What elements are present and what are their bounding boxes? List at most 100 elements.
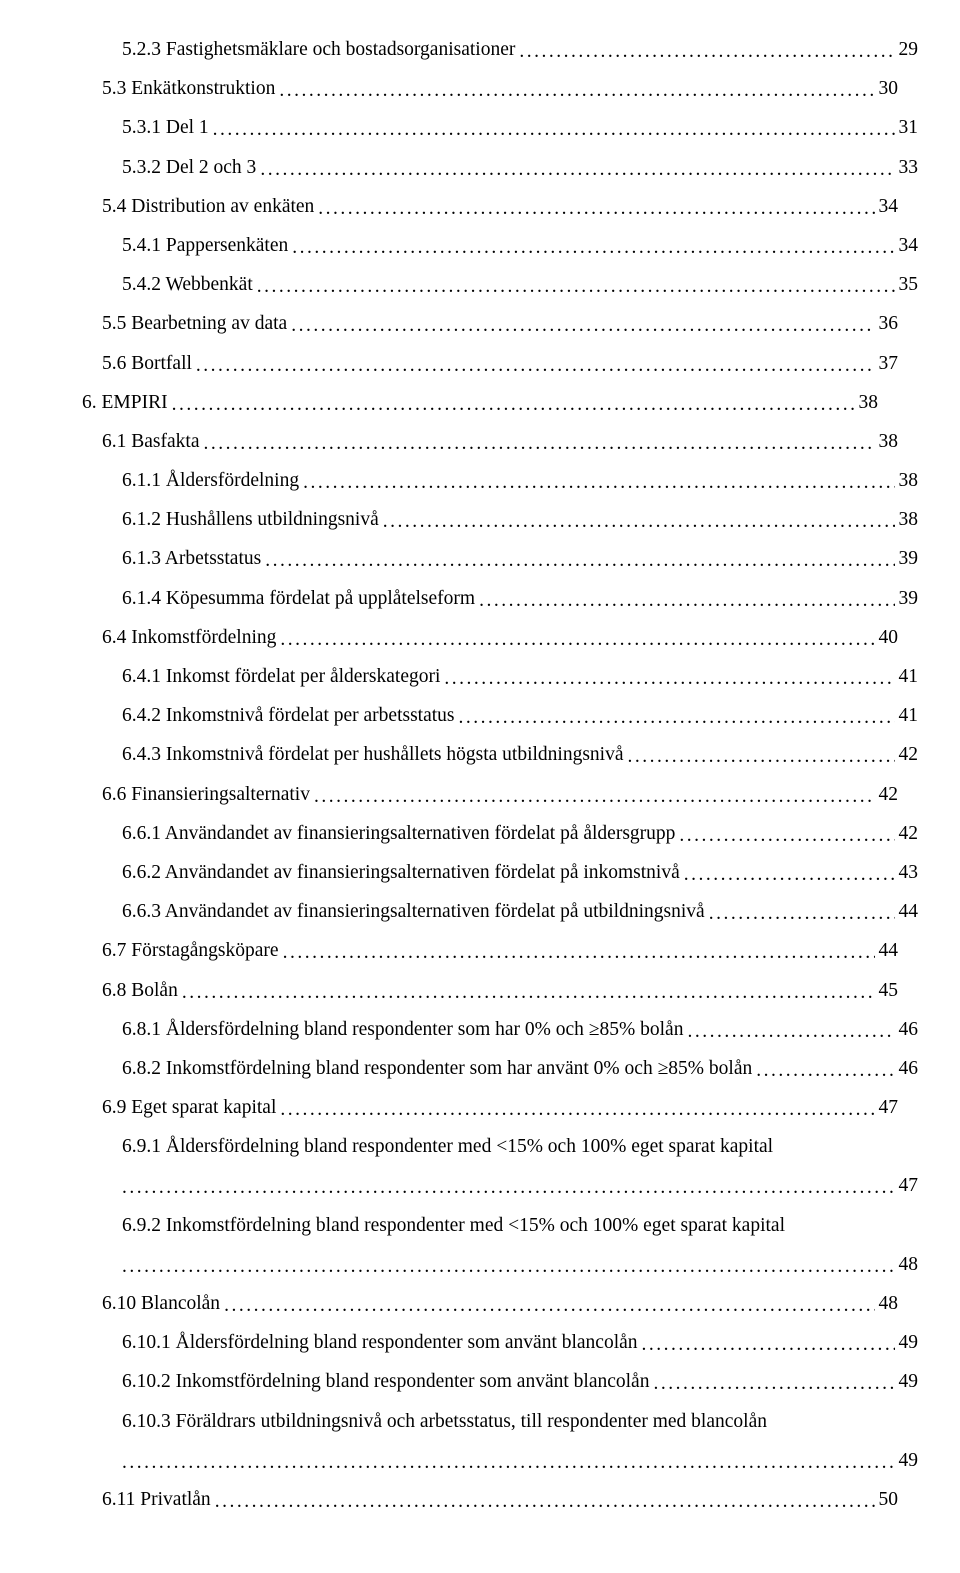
toc-entry-label: 6.9.2 Inkomstfördelning bland respondent… (122, 1216, 789, 1236)
toc-entry: 6.7 Förstagångsköpare 44 (82, 935, 898, 974)
table-of-contents: 5.2.3 Fastighetsmäklare och bostadsorgan… (82, 34, 878, 1523)
toc-entry-page: 43 (895, 863, 919, 883)
toc-entry-label: 5.4.2 Webbenkät (122, 275, 257, 295)
toc-entry-page: 33 (895, 158, 919, 178)
toc-entry: 5.3.2 Del 2 och 333 (82, 152, 918, 191)
toc-entry: 6.8 Bolån 45 (82, 975, 898, 1014)
toc-entry: 5.5 Bearbetning av data36 (82, 308, 898, 347)
toc-entry: 6.6.3 Användandet av finansieringsaltern… (82, 896, 918, 935)
toc-leader-dots (215, 1492, 875, 1512)
toc-leader-dots (122, 1178, 895, 1198)
toc-entry-label: 5.6 Bortfall (102, 354, 196, 374)
toc-entry-page: 29 (895, 40, 919, 60)
toc-leader-dots (182, 983, 875, 1003)
toc-entry-page: 41 (895, 706, 919, 726)
toc-entry: 6.1.3 Arbetsstatus39 (82, 543, 918, 582)
toc-entry-label: 6. EMPIRI (82, 393, 172, 413)
toc-leader-dots (383, 512, 895, 532)
toc-entry-page: 38 (875, 432, 899, 452)
toc-leader-dots (628, 747, 895, 767)
toc-entry-page: 41 (895, 667, 919, 687)
toc-entry-label: 6.8.1 Åldersfördelning bland respondente… (122, 1020, 687, 1040)
toc-leader-dots (459, 708, 895, 728)
toc-leader-dots (687, 1022, 894, 1042)
page: 5.2.3 Fastighetsmäklare och bostadsorgan… (0, 0, 960, 1573)
toc-entry-page: 34 (895, 236, 919, 256)
toc-entry-continuation: 47 (82, 1170, 918, 1209)
toc-leader-dots (292, 238, 894, 258)
toc-leader-dots (257, 277, 895, 297)
toc-leader-dots (224, 1296, 874, 1316)
toc-entry-label: 6.1 Basfakta (102, 432, 203, 452)
toc-entry-page: 47 (895, 1176, 919, 1196)
toc-entry: 6.10.3 Föräldrars utbildningsnivå och ar… (82, 1406, 918, 1445)
toc-entry-label: 5.2.3 Fastighetsmäklare och bostadsorgan… (122, 40, 519, 60)
toc-leader-dots (444, 669, 894, 689)
toc-entry-page: 31 (895, 118, 919, 138)
toc-entry-label: 6.9 Eget sparat kapital (102, 1098, 280, 1118)
toc-entry: 6.1 Basfakta 38 (82, 426, 898, 465)
toc-entry-label: 5.3 Enkätkonstruktion (102, 79, 279, 99)
toc-entry-page: 48 (875, 1294, 899, 1314)
toc-entry-label: 5.5 Bearbetning av data (102, 314, 291, 334)
toc-entry-page: 38 (895, 471, 919, 491)
toc-entry: 5.6 Bortfall 37 (82, 348, 898, 387)
toc-entry: 6.10.1 Åldersfördelning bland respondent… (82, 1327, 918, 1366)
toc-entry-label: 6.6.2 Användandet av finansieringsaltern… (122, 863, 684, 883)
toc-entry-label: 6.6 Finansieringsalternativ (102, 785, 314, 805)
toc-leader-dots (291, 316, 874, 336)
toc-entry: 6.1.1 Åldersfördelning38 (82, 465, 918, 504)
toc-entry-label: 6.6.1 Användandet av finansieringsaltern… (122, 824, 679, 844)
toc-entry-page: 44 (875, 941, 899, 961)
toc-entry-page: 49 (895, 1333, 919, 1353)
toc-leader-dots (756, 1061, 894, 1081)
toc-leader-dots (213, 120, 895, 140)
toc-entry-label: 6.1.3 Arbetsstatus (122, 549, 265, 569)
toc-entry-label: 6.9.1 Åldersfördelning bland respondente… (122, 1137, 777, 1157)
toc-entry: 6.4.3 Inkomstnivå fördelat per hushållet… (82, 739, 918, 778)
toc-leader-dots (203, 434, 874, 454)
toc-leader-dots (519, 42, 894, 62)
toc-entry-label: 6.4 Inkomstfördelning (102, 628, 280, 648)
toc-entry: 5.4.1 Pappersenkäten34 (82, 230, 918, 269)
toc-entry-page: 37 (875, 354, 899, 374)
toc-entry-page: 42 (895, 745, 919, 765)
toc-entry-continuation: 49 (82, 1445, 918, 1484)
toc-entry-label: 6.8.2 Inkomstfördelning bland respondent… (122, 1059, 756, 1079)
toc-entry-label: 6.4.3 Inkomstnivå fördelat per hushållet… (122, 745, 628, 765)
toc-entry-label: 6.7 Förstagångsköpare (102, 941, 283, 961)
toc-leader-dots (260, 160, 894, 180)
toc-entry-label: 5.4 Distribution av enkäten (102, 197, 318, 217)
toc-leader-dots (122, 1453, 895, 1473)
toc-leader-dots (279, 81, 874, 101)
toc-entry-label: 6.6.3 Användandet av finansieringsaltern… (122, 902, 709, 922)
toc-entry: 6.1.4 Köpesumma fördelat på upplåtelsefo… (82, 583, 918, 622)
toc-leader-dots (479, 591, 894, 611)
toc-entry: 6.9.2 Inkomstfördelning bland respondent… (82, 1210, 918, 1249)
toc-entry-page: 38 (855, 393, 879, 413)
toc-entry-page: 48 (895, 1255, 919, 1275)
toc-entry: 6.6.1 Användandet av finansieringsaltern… (82, 818, 918, 857)
toc-entry-page: 49 (895, 1372, 919, 1392)
toc-leader-dots (314, 787, 875, 807)
toc-entry: 6.11 Privatlån50 (82, 1484, 898, 1523)
toc-leader-dots (283, 943, 875, 963)
toc-entry-label: 6.1.4 Köpesumma fördelat på upplåtelsefo… (122, 589, 479, 609)
toc-entry: 6.4 Inkomstfördelning40 (82, 622, 898, 661)
toc-entry: 6.9 Eget sparat kapital47 (82, 1092, 898, 1131)
toc-entry-page: 42 (875, 785, 899, 805)
toc-entry: 6. EMPIRI 38 (82, 387, 878, 426)
toc-entry: 6.9.1 Åldersfördelning bland respondente… (82, 1131, 918, 1170)
toc-entry: 6.4.1 Inkomst fördelat per ålderskategor… (82, 661, 918, 700)
toc-entry-page: 45 (875, 981, 899, 1001)
toc-entry-label: 6.4.2 Inkomstnivå fördelat per arbetssta… (122, 706, 459, 726)
toc-leader-dots (172, 395, 855, 415)
toc-entry: 6.8.1 Åldersfördelning bland respondente… (82, 1014, 918, 1053)
toc-entry-page: 35 (895, 275, 919, 295)
toc-entry: 6.10.2 Inkomstfördelning bland responden… (82, 1366, 918, 1405)
toc-entry-label: 6.8 Bolån (102, 981, 182, 1001)
toc-entry: 6.1.2 Hushållens utbildningsnivå38 (82, 504, 918, 543)
toc-entry: 6.6.2 Användandet av finansieringsaltern… (82, 857, 918, 896)
toc-entry-page: 46 (895, 1059, 919, 1079)
toc-leader-dots (280, 1100, 874, 1120)
